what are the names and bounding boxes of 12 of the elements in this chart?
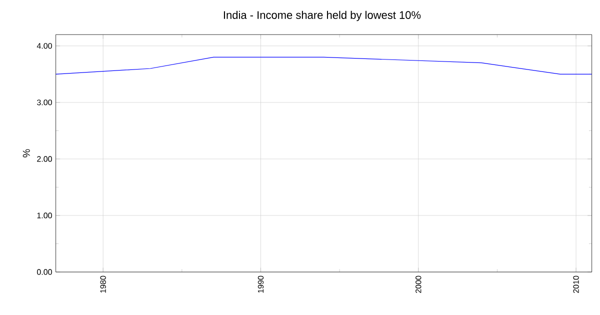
line-series: [56, 56, 592, 74]
y-tick-label: 0.00: [37, 269, 52, 275]
x-tick-label: 2000: [416, 276, 422, 293]
y-tick-label: 2.00: [37, 156, 52, 162]
chart-title: India - Income share held by lowest 10%: [224, 10, 421, 22]
y-tick-label: 4.00: [36, 43, 52, 49]
x-tick-label: 1990: [258, 276, 264, 293]
x-tick-label: 1980: [100, 276, 106, 293]
y-tick-label: 1.00: [37, 212, 52, 218]
y-axis-title: %: [22, 149, 30, 158]
y-tick-label: 3.00: [37, 100, 52, 106]
x-tick-label: 2010: [573, 276, 579, 293]
